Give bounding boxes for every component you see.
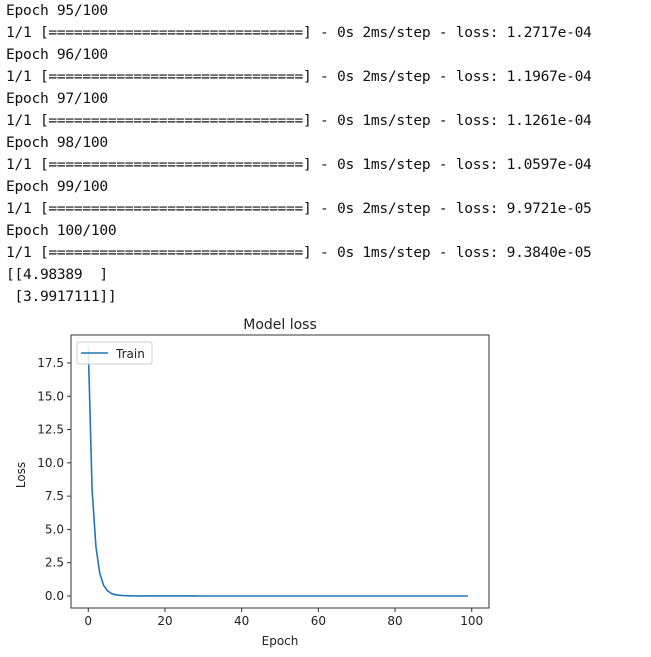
- y-tick-label: 5.0: [45, 522, 64, 536]
- y-tick-label: 12.5: [37, 423, 64, 437]
- y-tick-label: 0.0: [45, 589, 64, 603]
- y-tick-label: 2.5: [45, 556, 64, 570]
- epoch-header-line: Epoch 99/100: [6, 178, 108, 195]
- train-loss-line: [87, 346, 468, 597]
- y-tick-label: 17.5: [37, 356, 64, 370]
- epoch-header-line: Epoch 100/100: [6, 222, 117, 239]
- y-tick-label: 7.5: [45, 489, 64, 503]
- x-tick-label: 0: [84, 614, 92, 628]
- progress-line: 1/1 [==============================] - 0…: [6, 200, 592, 217]
- x-tick-label: 60: [311, 614, 326, 628]
- prediction-output-line: [[4.98389 ]: [6, 266, 108, 283]
- y-tick-label: 15.0: [37, 389, 64, 403]
- x-axis-label: Epoch: [262, 634, 299, 648]
- epoch-header-line: Epoch 96/100: [6, 46, 108, 63]
- x-tick-label: 20: [157, 614, 172, 628]
- legend-label-train: Train: [115, 347, 145, 361]
- epoch-header-line: Epoch 97/100: [6, 90, 108, 107]
- plot-area: [70, 334, 490, 609]
- legend: Train: [76, 341, 153, 365]
- progress-line: 1/1 [==============================] - 0…: [6, 156, 592, 173]
- progress-line: 1/1 [==============================] - 0…: [6, 244, 592, 261]
- x-tick-label: 40: [234, 614, 249, 628]
- progress-line: 1/1 [==============================] - 0…: [6, 68, 592, 85]
- epoch-header-line: Epoch 98/100: [6, 134, 108, 151]
- progress-line: 1/1 [==============================] - 0…: [6, 112, 592, 129]
- prediction-output-line: [3.9917111]]: [6, 288, 117, 305]
- chart-title: Model loss: [243, 317, 317, 333]
- y-tick-label: 10.0: [37, 456, 64, 470]
- cell-output-log: Epoch 95/100 1/1 [=======================…: [6, 0, 592, 308]
- y-axis-label: Loss: [14, 462, 28, 488]
- x-tick-label: 80: [387, 614, 402, 628]
- progress-line: 1/1 [==============================] - 0…: [6, 24, 592, 41]
- x-tick-label: 100: [460, 614, 483, 628]
- epoch-header-line: Epoch 95/100: [6, 2, 108, 19]
- loss-chart: Model loss 0 20 40 60 80 100 0.0 2.5 5.0 7.5 10.0 1…: [14, 317, 490, 648]
